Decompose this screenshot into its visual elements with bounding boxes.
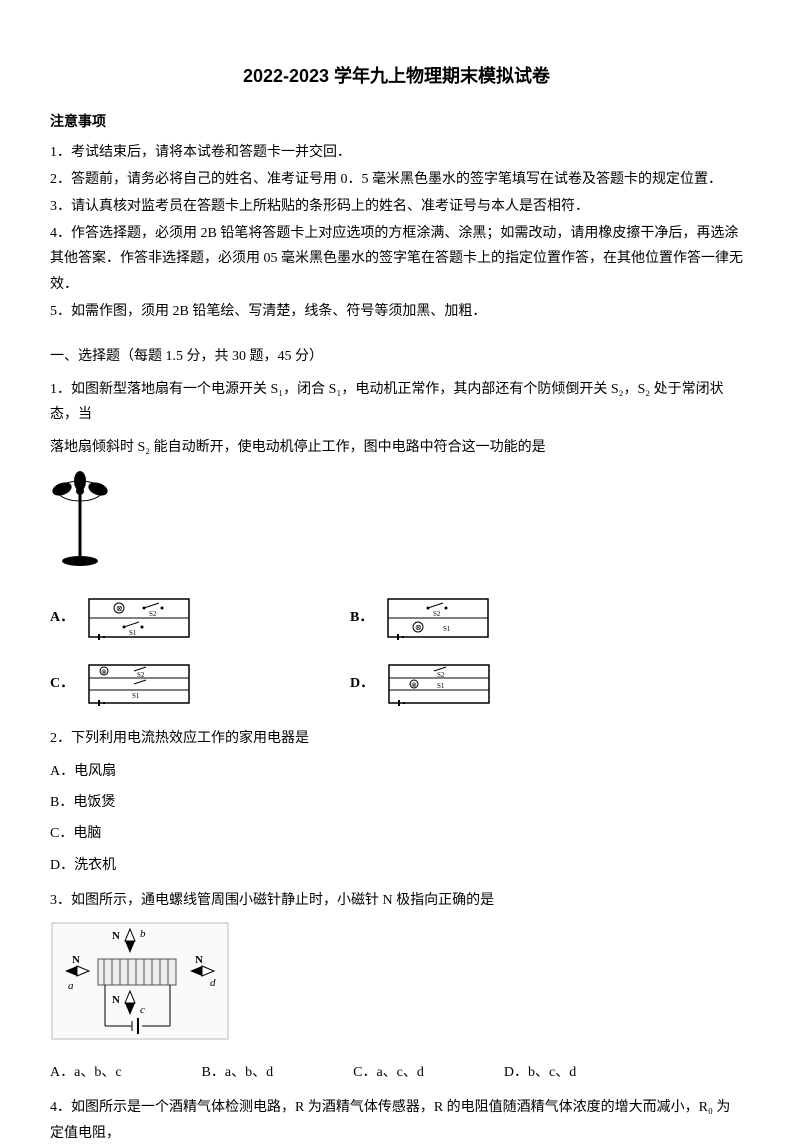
circuit-row-1: A． ⊗ S2 S1 B．: [50, 594, 743, 642]
option-1d: D． S2 ⊗ S1: [350, 660, 494, 708]
question-1-text-1: 1．如图新型落地扇有一个电源开关 S₁，闭合 S₁，电动机正常作，其内部还有个防…: [50, 377, 743, 427]
option-2a: A．电风扇: [50, 759, 743, 784]
svg-text:⊗: ⊗: [415, 623, 422, 632]
question-2-options: A．电风扇 B．电饭煲 C．电脑 D．洗衣机: [50, 759, 743, 878]
option-3b: B．a、b、d: [202, 1060, 274, 1085]
option-label-d: D．: [350, 671, 374, 696]
svg-text:S1: S1: [129, 629, 137, 637]
option-1c: C． ⊗ S2 S1: [50, 660, 350, 708]
question-4-text: 4．如图所示是一个酒精气体检测电路，R 为酒精气体传感器，R 的电阻值随酒精气体…: [50, 1095, 743, 1145]
option-label-c: C．: [50, 671, 74, 696]
svg-text:⊗: ⊗: [116, 604, 123, 613]
option-2b: B．电饭煲: [50, 790, 743, 815]
svg-text:⊗: ⊗: [411, 681, 417, 689]
svg-text:N: N: [112, 994, 120, 1006]
option-label-a: A．: [50, 605, 74, 630]
svg-text:d: d: [210, 977, 216, 989]
question-1: 1．如图新型落地扇有一个电源开关 S₁，闭合 S₁，电动机正常作，其内部还有个防…: [50, 377, 743, 708]
svg-text:a: a: [68, 980, 74, 992]
svg-text:S1: S1: [132, 692, 140, 700]
option-2c: C．电脑: [50, 821, 743, 846]
option-3d: D．b、c、d: [504, 1060, 576, 1085]
question-2-text: 2．下列利用电流热效应工作的家用电器是: [50, 726, 743, 751]
question-4: 4．如图所示是一个酒精气体检测电路，R 为酒精气体传感器，R 的电阻值随酒精气体…: [50, 1095, 743, 1145]
svg-text:N: N: [72, 954, 80, 966]
page-title: 2022-2023 学年九上物理期末模拟试卷: [50, 60, 743, 92]
svg-text:b: b: [140, 928, 146, 940]
section-1-header: 一、选择题（每题 1.5 分，共 30 题，45 分）: [50, 344, 743, 369]
fan-image: [50, 471, 743, 580]
question-3-options: A．a、b、c B．a、b、d C．a、c、d D．b、c、d: [50, 1060, 743, 1085]
option-1a: A． ⊗ S2 S1: [50, 594, 350, 642]
svg-text:c: c: [140, 1004, 145, 1016]
circuit-row-2: C． ⊗ S2 S1 D． S2: [50, 660, 743, 708]
option-label-b: B．: [350, 605, 373, 630]
notice-item-5: 5．如需作图，须用 2B 铅笔绘、写清楚，线条、符号等须加黑、加粗．: [50, 299, 743, 324]
svg-text:S2: S2: [433, 610, 441, 618]
option-3c: C．a、c、d: [353, 1060, 424, 1085]
notice-item-2: 2．答题前，请务必将自己的姓名、准考证号用 0．5 毫米黑色墨水的签字笔填写在试…: [50, 167, 743, 192]
notice-header: 注意事项: [50, 110, 743, 135]
notice-item-1: 1．考试结束后，请将本试卷和答题卡一并交回．: [50, 140, 743, 165]
notice-item-3: 3．请认真核对监考员在答题卡上所粘贴的条形码上的姓名、准考证号与本人是否相符．: [50, 194, 743, 219]
svg-text:N: N: [112, 930, 120, 942]
svg-text:N: N: [195, 954, 203, 966]
question-2: 2．下列利用电流热效应工作的家用电器是 A．电风扇 B．电饭煲 C．电脑 D．洗…: [50, 726, 743, 878]
question-3: 3．如图所示，通电螺线管周围小磁针静止时，小磁针 N 极指向正确的是 N a N…: [50, 888, 743, 1086]
svg-text:⊗: ⊗: [101, 668, 107, 676]
svg-text:S2: S2: [437, 671, 445, 679]
svg-text:S1: S1: [443, 625, 451, 633]
svg-text:S2: S2: [149, 610, 157, 618]
notice-item-4: 4．作答选择题，必须用 2B 铅笔将答题卡上对应选项的方框涂满、涂黑；如需改动，…: [50, 221, 743, 297]
circuit-diagram-b: S2 ⊗ S1: [383, 594, 493, 642]
option-1b: B． S2 ⊗ S1: [350, 594, 493, 642]
circuit-diagram-c: ⊗ S2 S1: [84, 660, 194, 708]
option-3a: A．a、b、c: [50, 1060, 122, 1085]
circuit-diagram-d: S2 ⊗ S1: [384, 660, 494, 708]
question-3-text: 3．如图所示，通电螺线管周围小磁针静止时，小磁针 N 极指向正确的是: [50, 888, 743, 913]
svg-text:S2: S2: [137, 671, 145, 679]
solenoid-image: N a N b N d N c: [50, 921, 743, 1050]
svg-text:S1: S1: [437, 682, 445, 690]
question-1-text-2: 落地扇倾斜时 S₂ 能自动断开，使电动机停止工作，图中电路中符合这一功能的是: [50, 435, 743, 460]
option-2d: D．洗衣机: [50, 853, 743, 878]
circuit-diagram-a: ⊗ S2 S1: [84, 594, 194, 642]
